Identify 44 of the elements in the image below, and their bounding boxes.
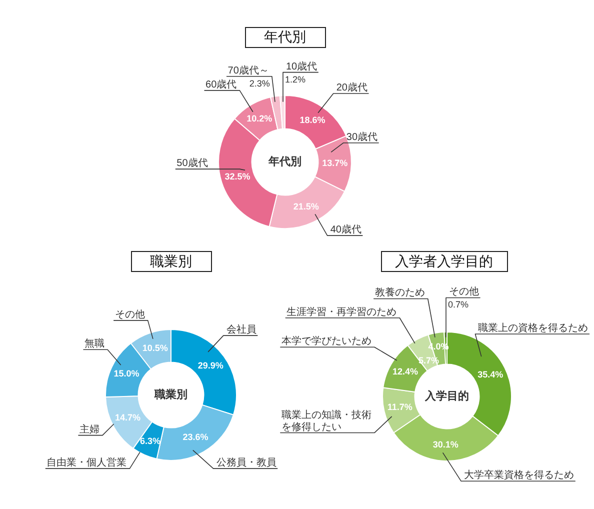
slice-label: 70歳代～ — [228, 64, 269, 76]
slice-label: その他 — [114, 308, 145, 320]
data-label: 18.6% — [300, 114, 326, 125]
chart-title: 年代別 — [264, 28, 306, 44]
data-label: 6.3% — [140, 436, 161, 446]
slice-label: 会社員 — [226, 324, 256, 336]
data-label: 23.6% — [182, 432, 208, 442]
data-label: 1.2% — [284, 74, 306, 84]
data-label: 15.0% — [114, 368, 140, 379]
slice-label: 大学卒業資格を得るため — [464, 469, 574, 482]
slice-label: 自由業・個人営業 — [46, 456, 127, 469]
data-label: 21.5% — [293, 202, 319, 212]
slice-label: 60歳代 — [206, 78, 237, 90]
data-label: 13.7% — [322, 158, 348, 168]
chart-title: 職業別 — [150, 252, 192, 269]
data-label: 0.7% — [448, 300, 469, 310]
slice-label: 10歳代 — [286, 60, 318, 72]
data-label: 10.2% — [246, 114, 272, 124]
slice-label: 教養のため — [374, 286, 425, 299]
data-label: 10.5% — [142, 343, 168, 354]
text: 入学目的 — [424, 390, 469, 403]
data-label: 2.3% — [249, 78, 270, 88]
slice-label: 職業上の資格を得るため — [478, 322, 588, 334]
data-label: 12.4% — [392, 366, 418, 377]
data-label: 29.9% — [198, 360, 224, 370]
data-label: 35.4% — [478, 370, 504, 380]
slice-label: 50歳代 — [176, 157, 208, 170]
slice-label: 20歳代 — [336, 81, 368, 94]
text: 職業別 — [154, 388, 188, 402]
data-label: 32.5% — [224, 172, 250, 182]
slice-label: その他 — [448, 286, 479, 298]
slice-label: 職業上の知識・技術を修得したい — [281, 408, 372, 433]
slice-label: 40歳代 — [330, 224, 362, 236]
slice-label: 無職 — [84, 338, 105, 350]
slice-label: 主婦 — [79, 423, 100, 436]
text: 年代別 — [268, 155, 302, 168]
data-label: 11.7% — [387, 402, 412, 412]
data-label: 30.1% — [432, 439, 458, 450]
slice-label: 30歳代 — [346, 130, 378, 143]
data-label: 14.7% — [114, 412, 140, 423]
slice-label: 本学で学びたいため — [281, 335, 372, 348]
slice-label: 公務員・教員 — [216, 456, 276, 469]
slice-label: 生涯学習・再学習のため — [286, 306, 397, 318]
chart-title: 入学者入学目的 — [395, 252, 493, 269]
